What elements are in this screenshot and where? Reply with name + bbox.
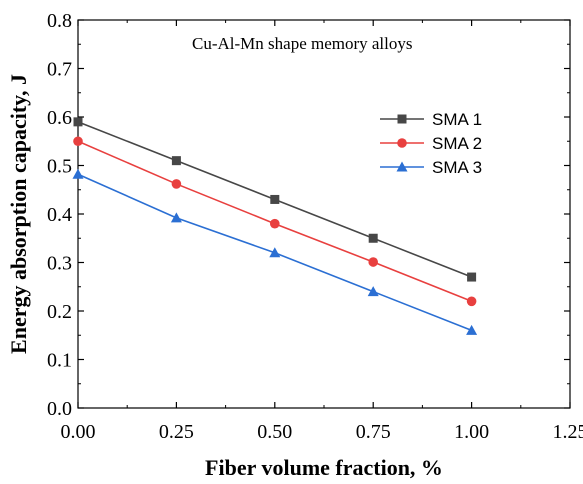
- series-2: [73, 136, 476, 306]
- data-point: [467, 273, 476, 282]
- legend-label: SMA 2: [432, 134, 482, 153]
- y-tick-label: 0.4: [47, 204, 72, 226]
- plot-frame: [78, 20, 570, 408]
- series-3: [73, 169, 478, 335]
- y-tick-label: 0.5: [47, 156, 72, 178]
- data-point: [369, 234, 378, 243]
- legend-item: SMA 1: [380, 110, 482, 129]
- data-point: [467, 297, 477, 307]
- data-point: [466, 325, 477, 335]
- y-axis: 0.0 0.1 0.2 0.3 0.4 0.5 0.6 0.7 0.8: [47, 10, 570, 420]
- x-tick-label: 0.00: [61, 421, 96, 443]
- data-point: [270, 195, 279, 204]
- legend-item: SMA 3: [380, 158, 482, 177]
- data-point: [269, 247, 280, 257]
- data-point: [73, 136, 83, 146]
- legend-label: SMA 3: [432, 158, 482, 177]
- y-axis-title: Energy absorption capacity, J: [6, 74, 31, 354]
- series-layer: [73, 117, 478, 335]
- x-tick-label: 1.25: [553, 421, 583, 443]
- legend-marker: [397, 138, 407, 148]
- data-point: [368, 257, 378, 267]
- x-tick-label: 1.00: [454, 421, 489, 443]
- x-tick-label: 0.25: [159, 421, 194, 443]
- chart-title: Cu-Al-Mn shape memory alloys: [192, 34, 413, 53]
- data-point: [368, 286, 379, 296]
- y-tick-label: 0.7: [47, 59, 72, 81]
- data-point: [171, 212, 182, 222]
- legend-item: SMA 2: [380, 134, 482, 153]
- data-point: [74, 117, 83, 126]
- legend-label: SMA 1: [432, 110, 482, 129]
- legend-marker: [398, 115, 407, 124]
- y-tick-label: 0.2: [47, 301, 72, 323]
- x-axis: 0.00 0.25 0.50 0.75 1.00 1.25: [61, 20, 583, 443]
- y-tick-label: 0.3: [47, 253, 72, 275]
- x-tick-label: 0.75: [356, 421, 391, 443]
- y-tick-label: 0.6: [47, 107, 72, 129]
- y-tick-label: 0.1: [47, 350, 72, 372]
- data-point: [172, 156, 181, 165]
- y-tick-label: 0.8: [47, 10, 72, 32]
- data-point: [73, 169, 84, 179]
- legend: SMA 1 SMA 2 SMA 3: [380, 110, 482, 177]
- x-tick-label: 0.50: [257, 421, 292, 443]
- y-tick-label: 0.0: [47, 398, 72, 420]
- x-axis-title: Fiber volume fraction, %: [205, 455, 443, 480]
- data-point: [270, 219, 280, 229]
- data-point: [172, 179, 182, 189]
